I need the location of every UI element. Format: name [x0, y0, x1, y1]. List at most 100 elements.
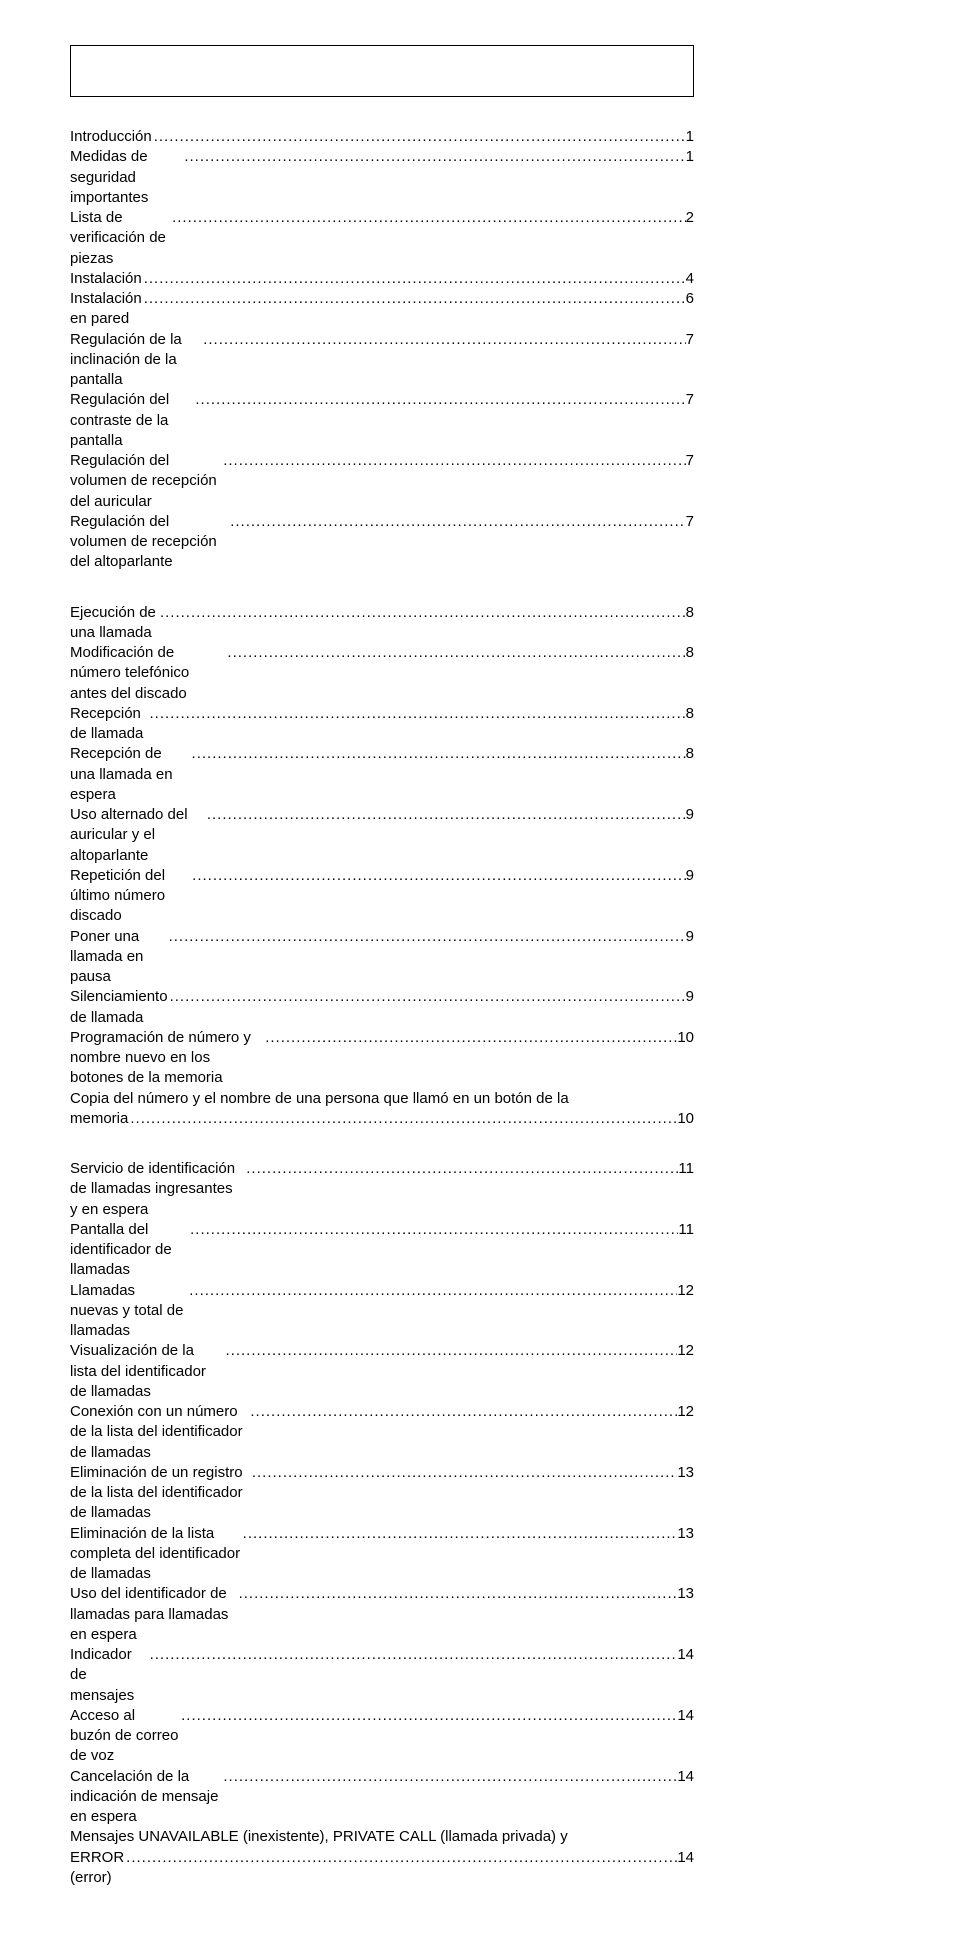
toc-section-3: Servicio de identificación de llamadas i…	[70, 1159, 694, 1888]
toc-page: 12	[677, 1281, 694, 1301]
toc-section-2: Ejecución de una llamada8 Modificación d…	[70, 603, 694, 1130]
toc-label: Regulación del volumen de recepción del …	[70, 512, 228, 573]
toc-leader	[170, 208, 686, 228]
toc-label: Conexión con un número de la lista del i…	[70, 1402, 248, 1463]
toc-entry: Pantalla del identificador de llamadas 11	[70, 1220, 694, 1281]
toc-label: Servicio de identificación de llamadas i…	[70, 1159, 244, 1220]
toc-entry: Indicador de mensajes14	[70, 1645, 694, 1706]
toc-entry: Recepción de una llamada en espera8	[70, 744, 694, 805]
toc-leader	[228, 512, 685, 532]
toc-page: 12	[677, 1341, 694, 1361]
toc-label: Uso alternado del auricular y el altopar…	[70, 805, 205, 866]
toc-label: Visualización de la lista del identifica…	[70, 1341, 223, 1402]
toc-entry: Conexión con un número de la lista del i…	[70, 1402, 694, 1463]
toc-leader	[221, 451, 685, 471]
toc-page: 2	[686, 208, 694, 228]
toc-leader	[244, 1159, 678, 1179]
toc-page: 9	[686, 927, 694, 947]
toc-label: Mensajes UNAVAILABLE (inexistente), PRIV…	[70, 1827, 694, 1847]
toc-label: Pantalla del identificador de llamadas	[70, 1220, 188, 1281]
toc-leader	[142, 289, 686, 309]
toc-leader	[190, 744, 686, 764]
toc-entry: Servicio de identificación de llamadas i…	[70, 1159, 694, 1220]
toc-entry: Medidas de seguridad importantes 1	[70, 147, 694, 208]
toc-page: 1	[686, 127, 694, 147]
toc-entry: Regulación del contraste de la pantalla 7	[70, 390, 694, 451]
toc-leader	[188, 1220, 678, 1240]
toc-leader	[223, 1341, 677, 1361]
toc-entry: Eliminación de la lista completa del ide…	[70, 1524, 694, 1585]
toc-label: Regulación del contraste de la pantalla	[70, 390, 193, 451]
toc-leader	[148, 704, 686, 724]
page-content: Introducción 1 Medidas de seguridad impor…	[0, 0, 954, 1933]
toc-leader	[190, 866, 686, 886]
toc-label: Uso del identificador de llamadas para l…	[70, 1584, 237, 1645]
toc-page: 13	[677, 1584, 694, 1604]
toc-page: 6	[686, 289, 694, 309]
toc-label: Introducción	[70, 127, 152, 147]
toc-leader	[250, 1463, 678, 1483]
toc-leader	[168, 987, 686, 1007]
toc-label: Instalación en pared	[70, 289, 142, 330]
toc-leader	[148, 1645, 678, 1665]
toc-label: Cancelación de la indicación de mensaje …	[70, 1767, 221, 1828]
toc-entry: Modificación de número telefónico antes …	[70, 643, 694, 704]
toc-entry: Regulación del volumen de recepción del …	[70, 451, 694, 512]
toc-leader	[193, 390, 685, 410]
toc-entry: Programación de número y nombre nuevo en…	[70, 1028, 694, 1089]
toc-page: 13	[677, 1524, 694, 1544]
toc-label: Medidas de seguridad importantes	[70, 147, 182, 208]
toc-entry: Silenciamiento de llamada 9	[70, 987, 694, 1028]
toc-label: Poner una llamada en pausa	[70, 927, 167, 988]
toc-leader	[225, 643, 685, 663]
toc-leader	[248, 1402, 677, 1422]
toc-page: 14	[677, 1767, 694, 1787]
toc-page: 11	[678, 1159, 694, 1179]
toc-entry: Recepción de llamada8	[70, 704, 694, 745]
toc-entry: Copia del número y el nombre de una pers…	[70, 1089, 694, 1130]
toc-page: 4	[686, 269, 694, 289]
toc-leader	[205, 805, 686, 825]
toc-entry: Instalación en pared 6	[70, 289, 694, 330]
toc-leader	[179, 1706, 677, 1726]
toc-label: Llamadas nuevas y total de llamadas	[70, 1281, 187, 1342]
toc-leader	[187, 1281, 677, 1301]
toc-label: Programación de número y nombre nuevo en…	[70, 1028, 263, 1089]
toc-page: 9	[686, 805, 694, 825]
toc-entry: Visualización de la lista del identifica…	[70, 1341, 694, 1402]
toc-page: 13	[677, 1463, 694, 1483]
toc-page: 7	[686, 512, 694, 532]
toc-page: 9	[686, 866, 694, 886]
toc-page: 10	[677, 1028, 694, 1048]
toc-page: 14	[677, 1848, 694, 1868]
toc-label: Recepción de una llamada en espera	[70, 744, 190, 805]
toc-label: Regulación del volumen de recepción del …	[70, 451, 221, 512]
toc-label: ERROR (error)	[70, 1848, 124, 1889]
toc-entry: Poner una llamada en pausa 9	[70, 927, 694, 988]
toc-leader	[128, 1109, 677, 1129]
toc-label: Eliminación de un registro de la lista d…	[70, 1463, 250, 1524]
toc-leader	[241, 1524, 678, 1544]
toc-label: Ejecución de una llamada	[70, 603, 158, 644]
toc-page: 8	[686, 704, 694, 724]
toc-label: Instalación	[70, 269, 142, 289]
toc-page: 7	[686, 390, 694, 410]
toc-entry: Eliminación de un registro de la lista d…	[70, 1463, 694, 1524]
toc-leader	[152, 127, 686, 147]
toc-label: Silenciamiento de llamada	[70, 987, 168, 1028]
toc-label: Modificación de número telefónico antes …	[70, 643, 225, 704]
toc-leader	[182, 147, 685, 167]
toc-page: 11	[678, 1220, 694, 1240]
toc-page: 14	[677, 1706, 694, 1726]
toc-entry: Cancelación de la indicación de mensaje …	[70, 1767, 694, 1828]
toc-entry: Uso del identificador de llamadas para l…	[70, 1584, 694, 1645]
toc-label: Repetición del último número discado	[70, 866, 190, 927]
toc-entry: Llamadas nuevas y total de llamadas 12	[70, 1281, 694, 1342]
toc-leader	[158, 603, 686, 623]
toc-page: 9	[686, 987, 694, 1007]
toc-label: Regulación de la inclinación de la panta…	[70, 330, 201, 391]
toc-leader	[221, 1767, 677, 1787]
toc-entry: Ejecución de una llamada8	[70, 603, 694, 644]
toc-page: 1	[686, 147, 694, 167]
toc-section-1: Introducción 1 Medidas de seguridad impor…	[70, 127, 694, 573]
